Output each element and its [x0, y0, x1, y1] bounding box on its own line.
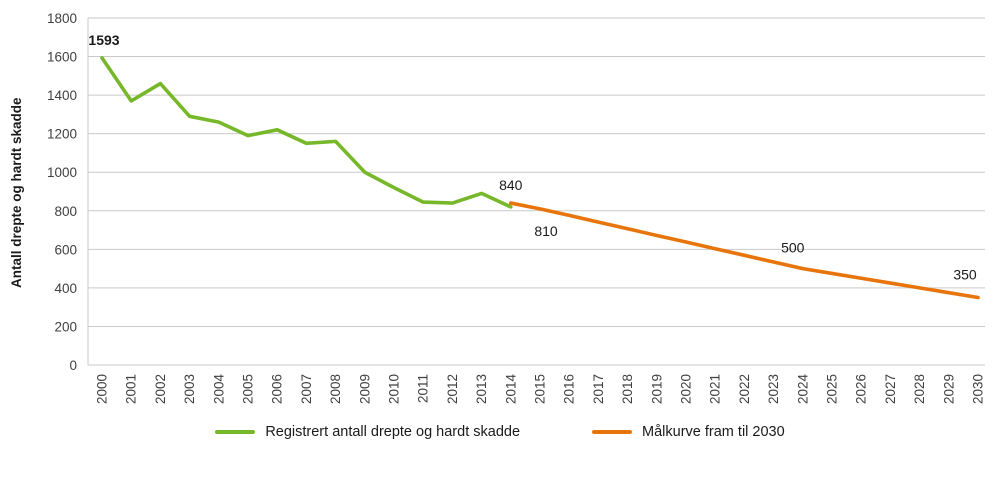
- x-tick-label: 2020: [679, 374, 694, 404]
- annotation-350: 350: [953, 267, 977, 283]
- legend-swatch-green-line: [215, 430, 256, 434]
- x-tick-label: 2015: [533, 374, 548, 404]
- x-tick-label: 2011: [416, 374, 431, 403]
- annotation-840: 840: [499, 177, 523, 193]
- x-tick-label: 2006: [270, 374, 285, 404]
- annotation-1593: 1593: [88, 32, 119, 48]
- y-tick-label: 800: [54, 204, 77, 219]
- y-tick-label: 600: [54, 242, 77, 257]
- y-tick-label: 1600: [47, 50, 77, 65]
- x-tick-label: 2016: [562, 374, 577, 404]
- x-tick-label: 2007: [299, 374, 314, 404]
- y-tick-label: 1200: [47, 127, 77, 142]
- x-tick-label: 2027: [883, 374, 898, 404]
- x-tick-label: 2012: [445, 374, 460, 404]
- series-line-1: [508, 201, 980, 300]
- x-tick-label: 2008: [328, 374, 343, 404]
- x-tick-label: 2022: [737, 374, 752, 404]
- y-tick-label: 200: [54, 319, 77, 334]
- legend-label-target-curve: Målkurve fram til 2030: [642, 424, 785, 440]
- x-tick-label: 2000: [95, 374, 110, 404]
- x-tick-label: 2021: [708, 374, 723, 404]
- x-tick-label: 2014: [503, 374, 518, 405]
- x-tick-label: 2030: [971, 374, 986, 404]
- x-tick-label: 2023: [766, 374, 781, 404]
- x-tick-label: 2001: [124, 374, 139, 404]
- y-axis-title: Antall drepte og hardt skadde: [9, 97, 24, 289]
- y-tick-label: 1800: [47, 11, 77, 26]
- x-tick-label: 2024: [795, 374, 810, 405]
- x-tick-label: 2010: [387, 374, 402, 404]
- annotation-500: 500: [781, 240, 805, 256]
- y-tick-label: 400: [54, 281, 77, 296]
- x-tick-label: 2026: [854, 374, 869, 404]
- line-plot: 0 200 400 600 800 1000 1200 1400 1600 1800 2000 200…: [47, 11, 986, 405]
- x-tick-label: 2017: [591, 374, 606, 404]
- legend-swatch-orange-line: [592, 430, 633, 434]
- series-line-0: [100, 56, 513, 209]
- y-tick-label: 1400: [47, 88, 77, 103]
- x-tick-label: 2002: [153, 374, 168, 404]
- x-tick-label: 2029: [941, 374, 956, 404]
- x-tick-label: 2003: [182, 374, 197, 404]
- x-tick-label: 2009: [357, 374, 372, 404]
- annotation-810: 810: [534, 223, 558, 239]
- x-tick-label: 2025: [825, 374, 840, 404]
- x-tick-label: 2004: [211, 374, 226, 405]
- x-tick-label: 2028: [912, 374, 927, 404]
- legend: Registrert antall drepte og hardt skadde…: [0, 424, 1000, 440]
- legend-label-registered: Registrert antall drepte og hardt skadde: [265, 424, 521, 440]
- x-tick-label: 2013: [474, 374, 489, 404]
- legend-item-target-curve: Målkurve fram til 2030: [592, 424, 785, 440]
- y-tick-label: 1000: [47, 165, 77, 180]
- y-tick-label: 0: [69, 358, 77, 373]
- x-tick-label: 2005: [241, 374, 256, 404]
- legend-item-registered: Registrert antall drepte og hardt skadde: [215, 424, 520, 440]
- x-tick-label: 2018: [620, 374, 635, 404]
- x-tick-label: 2019: [649, 374, 664, 404]
